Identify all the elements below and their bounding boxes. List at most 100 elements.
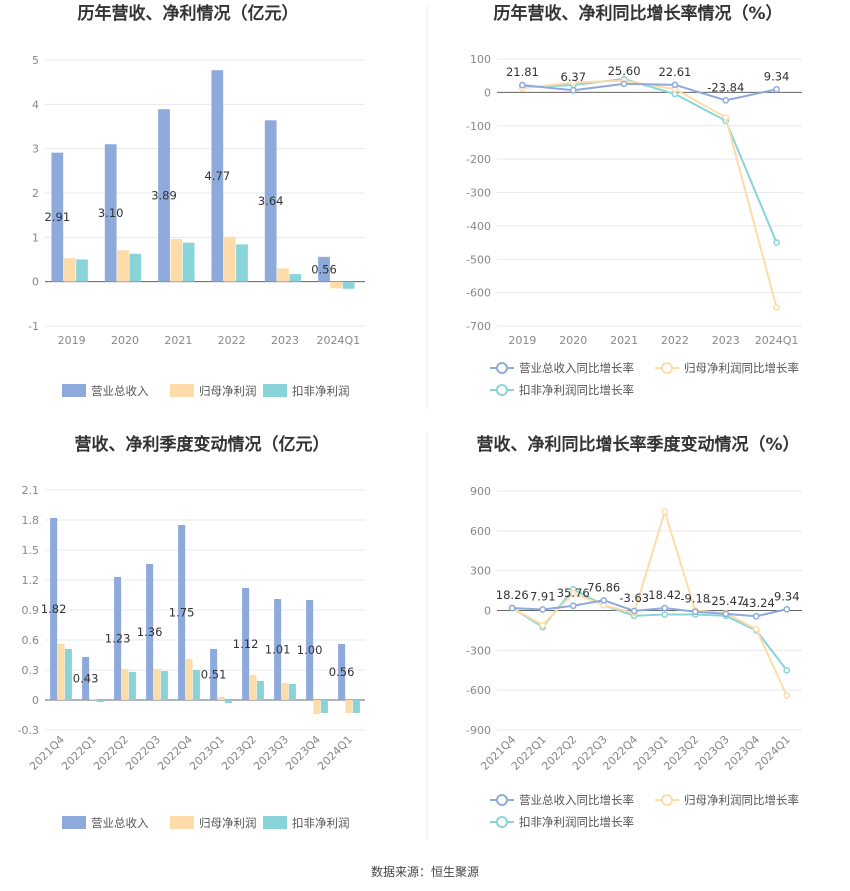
- bar-归母净利润-2024Q1: [345, 700, 353, 713]
- bar-扣非净利润-2024Q1: [342, 281, 355, 289]
- legend-label: 归母净利润同比增长率: [684, 361, 799, 375]
- legend-item-营业总收入[interactable]: 营业总收入: [62, 816, 149, 830]
- y-tick-label: -200: [466, 153, 491, 166]
- x-tick-label: 2022: [218, 334, 246, 347]
- legend-label: 营业总收入同比增长率: [519, 793, 634, 807]
- bar-归母净利润-2023Q4: [313, 700, 321, 714]
- y-tick-label: -1: [28, 320, 39, 333]
- x-tick-label: 2021: [610, 334, 638, 347]
- bar-扣非净利润-2019: [76, 259, 88, 282]
- point-归母净利润同比增长率-2024Q1: [783, 692, 791, 699]
- line-营业总收入同比增长率: [522, 82, 777, 102]
- legend-item-归母净利润同比增长率[interactable]: 归母净利润同比增长率: [655, 361, 799, 375]
- point-归母净利润同比增长率-2024Q1: [773, 304, 780, 311]
- y-tick-label: 0.6: [22, 634, 40, 647]
- bar-营业总收入-2022: [211, 70, 224, 282]
- legend-item-扣非净利润同比增长率[interactable]: 扣非净利润同比增长率: [490, 815, 634, 829]
- bar-营业总收入-2024Q1: [318, 256, 330, 282]
- bar-扣非净利润-2020: [129, 253, 142, 282]
- y-tick-label: 0: [32, 276, 39, 289]
- bar-归母净利润-2023: [277, 268, 289, 282]
- data-label: -9.18: [680, 592, 710, 606]
- data-label: 0.56: [329, 665, 355, 679]
- legend-item-扣非净利润[interactable]: 扣非净利润: [263, 816, 350, 830]
- y-tick-label: 5: [32, 54, 39, 67]
- bar-归母净利润-2023Q1: [217, 697, 225, 700]
- point-营业总收入同比增长率-2022Q3: [600, 596, 608, 604]
- y-tick-label: 1: [32, 231, 39, 244]
- bar-扣非净利润-2023: [289, 274, 302, 282]
- bar-扣非净利润-2022Q1: [96, 700, 104, 702]
- data-label: 18.26: [496, 588, 529, 602]
- legend-item-扣非净利润[interactable]: 扣非净利润: [263, 384, 350, 398]
- y-tick-label: 1.8: [22, 514, 40, 527]
- legend-label: 归母净利润: [199, 384, 257, 398]
- legend-marker: [496, 362, 508, 374]
- point-营业总收入同比增长率-2022: [671, 81, 679, 89]
- x-tick-label: 2021: [164, 334, 192, 347]
- data-label: 35.76: [557, 586, 590, 600]
- y-tick-label: -600: [466, 287, 491, 300]
- legend-label: 扣非净利润同比增长率: [519, 815, 634, 829]
- point-营业总收入同比增长率-2023: [722, 96, 730, 104]
- data-label: 18.42: [648, 588, 681, 602]
- data-label: 1.36: [137, 625, 163, 639]
- bar-扣非净利润-2022Q3: [160, 671, 168, 700]
- y-tick-label: 0: [484, 605, 491, 618]
- bar-营业总收入-2020: [104, 144, 117, 282]
- point-营业总收入同比增长率-2019: [519, 81, 526, 89]
- bar-归母净利润-2023Q3: [281, 683, 289, 700]
- x-tick-label: 2019: [58, 334, 86, 347]
- point-归母净利润同比增长率-2023Q1: [661, 508, 669, 515]
- point-营业总收入同比增长率-2021: [620, 80, 628, 88]
- point-扣非净利润同比增长率-2023Q1: [661, 611, 669, 618]
- bar-营业总收入-2022Q2: [114, 577, 122, 700]
- point-归母净利润同比增长率-2022Q1: [539, 621, 547, 629]
- data-label: 3.64: [258, 194, 284, 208]
- legend-item-营业总收入[interactable]: 营业总收入: [62, 384, 149, 398]
- quarterly-revenue-profit-chart: 营收、净利季度变动情况（亿元） -0.3 0 0.3 0.6 0.9 1.2 1.5 1.8 2.…: [18, 434, 365, 830]
- legend-marker: [661, 362, 673, 374]
- line-归母净利润同比增长率: [522, 79, 778, 308]
- bar-归母净利润-2021: [170, 239, 183, 282]
- annual-growth-rate-chart: 历年营收、净利同比增长率情况（%） -700 -600 -500 -400 -300 -20…: [466, 3, 802, 397]
- point-营业总收入同比增长率-2021Q4: [508, 604, 516, 612]
- legend-label: 扣非净利润: [292, 816, 350, 830]
- y-tick-label: 3: [32, 143, 39, 156]
- legend-swatch: [170, 816, 194, 829]
- data-label: 1.00: [297, 643, 323, 657]
- bar-扣非净利润-2022Q2: [128, 672, 136, 700]
- y-tick-label: -300: [466, 644, 491, 657]
- legend-marker: [496, 794, 508, 806]
- bar-归母净利润-2022Q4: [185, 659, 193, 700]
- bar-扣非净利润-2021: [182, 242, 195, 282]
- bar-扣非净利润-2023Q1: [224, 700, 232, 703]
- bar-归母净利润-2022Q1: [89, 699, 97, 700]
- legend-item-归母净利润同比增长率[interactable]: 归母净利润同比增长率: [655, 793, 799, 807]
- bar-营业总收入-2023Q4: [306, 600, 314, 700]
- bar-归母净利润-2024Q1: [330, 281, 343, 289]
- legend-swatch: [170, 384, 194, 397]
- x-tick-label: 2024Q1: [755, 334, 799, 347]
- chart-title: 营收、净利同比增长率季度变动情况（%）: [476, 434, 799, 455]
- legend-item-归母净利润[interactable]: 归母净利润: [170, 816, 257, 830]
- x-tick-label: 2020: [559, 334, 587, 347]
- legend-item-归母净利润[interactable]: 归母净利润: [170, 384, 257, 398]
- bar-扣非净利润-2023Q3: [288, 684, 296, 700]
- x-tick-label: 2024Q1: [317, 334, 361, 347]
- point-营业总收入同比增长率-2022Q1: [539, 606, 547, 613]
- y-tick-label: 0: [484, 86, 491, 99]
- legend-item-扣非净利润同比增长率[interactable]: 扣非净利润同比增长率: [490, 383, 634, 397]
- legend-label: 归母净利润同比增长率: [684, 793, 799, 807]
- bar-扣非净利润-2022Q4: [192, 670, 200, 700]
- point-营业总收入同比增长率-2023Q4: [752, 612, 760, 620]
- bar-营业总收入-2023: [264, 120, 277, 282]
- legend-swatch: [263, 816, 287, 829]
- data-label: 1.75: [169, 606, 195, 620]
- legend-item-营业总收入同比增长率[interactable]: 营业总收入同比增长率: [490, 361, 634, 375]
- y-tick-label: -400: [466, 220, 491, 233]
- y-tick-label: 4: [32, 98, 39, 111]
- y-tick-label: -300: [466, 187, 491, 200]
- legend-item-营业总收入同比增长率[interactable]: 营业总收入同比增长率: [490, 793, 634, 807]
